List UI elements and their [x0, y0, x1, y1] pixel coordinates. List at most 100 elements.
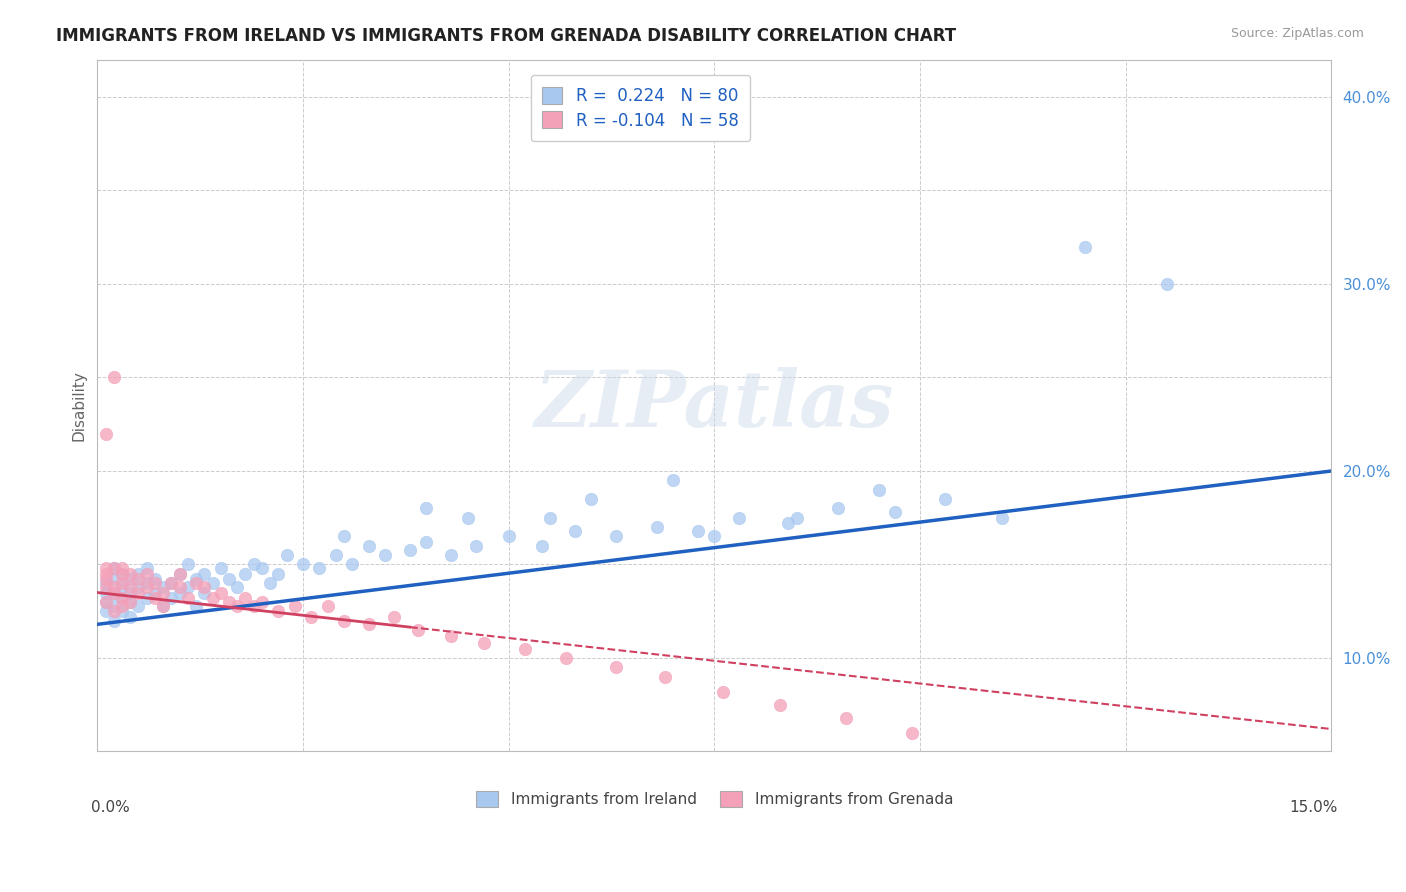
Text: ZIPatlas: ZIPatlas	[534, 368, 894, 444]
Point	[201, 591, 224, 606]
Point	[498, 529, 520, 543]
Point	[160, 576, 183, 591]
Point	[103, 585, 125, 599]
Point	[218, 595, 240, 609]
Point	[209, 561, 232, 575]
Point	[316, 599, 339, 613]
Point	[103, 585, 125, 599]
Point	[177, 558, 200, 572]
Point	[308, 561, 330, 575]
Point	[103, 370, 125, 384]
Point	[94, 576, 117, 591]
Point	[579, 491, 602, 506]
Point	[111, 767, 134, 781]
Point	[169, 580, 191, 594]
Point	[94, 595, 117, 609]
Point	[169, 566, 191, 581]
Point	[342, 558, 364, 572]
Point	[135, 576, 157, 591]
Point	[235, 591, 257, 606]
Point	[464, 539, 486, 553]
Point	[120, 610, 142, 624]
Point	[218, 573, 240, 587]
Point	[94, 566, 117, 581]
Point	[94, 561, 117, 575]
Point	[193, 580, 215, 594]
Point	[382, 610, 405, 624]
Point	[662, 473, 685, 487]
Point	[868, 483, 890, 497]
Point	[94, 585, 117, 599]
Point	[333, 614, 356, 628]
Point	[242, 599, 264, 613]
Point	[654, 670, 676, 684]
Point	[135, 566, 157, 581]
Point	[143, 585, 166, 599]
Text: Source: ZipAtlas.com: Source: ZipAtlas.com	[1230, 27, 1364, 40]
Point	[103, 604, 125, 618]
Point	[184, 599, 207, 613]
Point	[835, 711, 858, 725]
Point	[901, 726, 924, 740]
Point	[111, 591, 134, 606]
Legend: Immigrants from Ireland, Immigrants from Grenada: Immigrants from Ireland, Immigrants from…	[470, 785, 959, 813]
Point	[111, 561, 134, 575]
Point	[555, 651, 578, 665]
Point	[111, 604, 134, 618]
Point	[135, 580, 157, 594]
Point	[564, 524, 586, 538]
Point	[184, 573, 207, 587]
Point	[226, 599, 249, 613]
Point	[94, 595, 117, 609]
Point	[135, 561, 157, 575]
Point	[292, 558, 315, 572]
Point	[1073, 239, 1095, 253]
Point	[605, 660, 627, 674]
Point	[1156, 277, 1178, 291]
Point	[143, 591, 166, 606]
Point	[111, 580, 134, 594]
Point	[711, 684, 734, 698]
Point	[94, 580, 117, 594]
Point	[111, 566, 134, 581]
Point	[135, 591, 157, 606]
Point	[120, 566, 142, 581]
Point	[143, 573, 166, 587]
Point	[184, 576, 207, 591]
Point	[169, 585, 191, 599]
Point	[103, 580, 125, 594]
Point	[399, 542, 422, 557]
Point	[991, 510, 1014, 524]
Point	[160, 591, 183, 606]
Point	[226, 580, 249, 594]
Point	[884, 505, 907, 519]
Point	[457, 510, 479, 524]
Point	[177, 580, 200, 594]
Point	[538, 510, 561, 524]
Point	[111, 591, 134, 606]
Point	[250, 595, 273, 609]
Point	[605, 529, 627, 543]
Point	[143, 576, 166, 591]
Point	[94, 426, 117, 441]
Point	[94, 604, 117, 618]
Point	[127, 573, 149, 587]
Point	[111, 576, 134, 591]
Point	[250, 561, 273, 575]
Point	[242, 558, 264, 572]
Text: 0.0%: 0.0%	[91, 800, 129, 815]
Point	[440, 628, 463, 642]
Point	[276, 548, 298, 562]
Point	[325, 548, 347, 562]
Point	[201, 576, 224, 591]
Point	[152, 585, 174, 599]
Point	[415, 535, 437, 549]
Point	[374, 548, 396, 562]
Point	[769, 698, 792, 712]
Point	[120, 595, 142, 609]
Point	[440, 548, 463, 562]
Point	[103, 614, 125, 628]
Point	[406, 623, 429, 637]
Text: IMMIGRANTS FROM IRELAND VS IMMIGRANTS FROM GRENADA DISABILITY CORRELATION CHART: IMMIGRANTS FROM IRELAND VS IMMIGRANTS FR…	[56, 27, 956, 45]
Point	[103, 599, 125, 613]
